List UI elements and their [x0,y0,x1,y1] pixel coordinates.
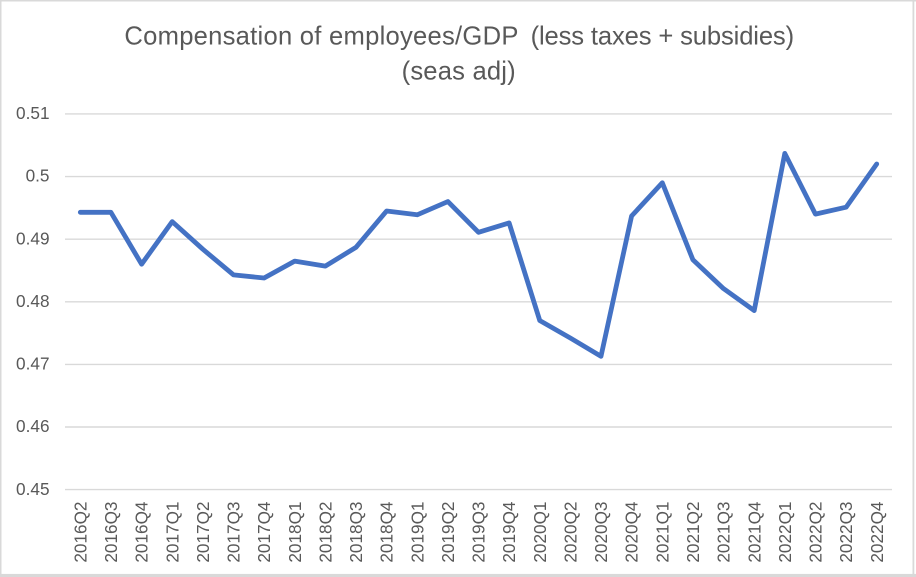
svg-text:2017Q1: 2017Q1 [162,502,182,563]
svg-text:2017Q3: 2017Q3 [224,502,244,563]
svg-text:2021Q4: 2021Q4 [744,501,764,563]
svg-text:2021Q1: 2021Q1 [652,502,672,563]
svg-text:0.45: 0.45 [16,479,49,499]
svg-text:0.51: 0.51 [16,103,49,123]
svg-text:2018Q2: 2018Q2 [316,502,336,563]
svg-text:2019Q1: 2019Q1 [407,502,427,563]
svg-text:2019Q3: 2019Q3 [469,502,489,563]
svg-text:0.49: 0.49 [16,228,49,248]
svg-text:2018Q3: 2018Q3 [346,502,366,563]
svg-text:2020Q3: 2020Q3 [591,502,611,563]
svg-text:2019Q4: 2019Q4 [499,501,519,563]
svg-text:2016Q3: 2016Q3 [101,502,121,563]
svg-text:2016Q2: 2016Q2 [70,502,90,563]
svg-text:2017Q2: 2017Q2 [193,502,213,563]
svg-text:2022Q3: 2022Q3 [836,502,856,563]
svg-text:2022Q1: 2022Q1 [775,502,795,563]
svg-text:2017Q4: 2017Q4 [254,501,274,563]
svg-text:2018Q1: 2018Q1 [285,502,305,563]
svg-text:2020Q4: 2020Q4 [622,501,642,563]
svg-text:2019Q2: 2019Q2 [438,502,458,563]
svg-text:2016Q4: 2016Q4 [132,501,152,563]
svg-text:2021Q2: 2021Q2 [683,502,703,563]
svg-text:2021Q3: 2021Q3 [714,502,734,563]
svg-text:(seas adj): (seas adj) [402,58,516,86]
svg-text:0.48: 0.48 [16,291,49,311]
svg-text:(less taxes + subsidies): (less taxes + subsidies) [531,23,795,51]
svg-text:2022Q4: 2022Q4 [867,501,887,563]
svg-text:0.5: 0.5 [26,166,50,186]
svg-text:0.46: 0.46 [16,416,49,436]
svg-text:2020Q1: 2020Q1 [530,502,550,563]
svg-text:2022Q2: 2022Q2 [806,502,826,563]
svg-text:Compensation of employees/GDP: Compensation of employees/GDP [124,23,518,51]
svg-text:0.47: 0.47 [16,354,49,374]
svg-text:2020Q2: 2020Q2 [561,502,581,563]
svg-text:2018Q4: 2018Q4 [377,501,397,563]
